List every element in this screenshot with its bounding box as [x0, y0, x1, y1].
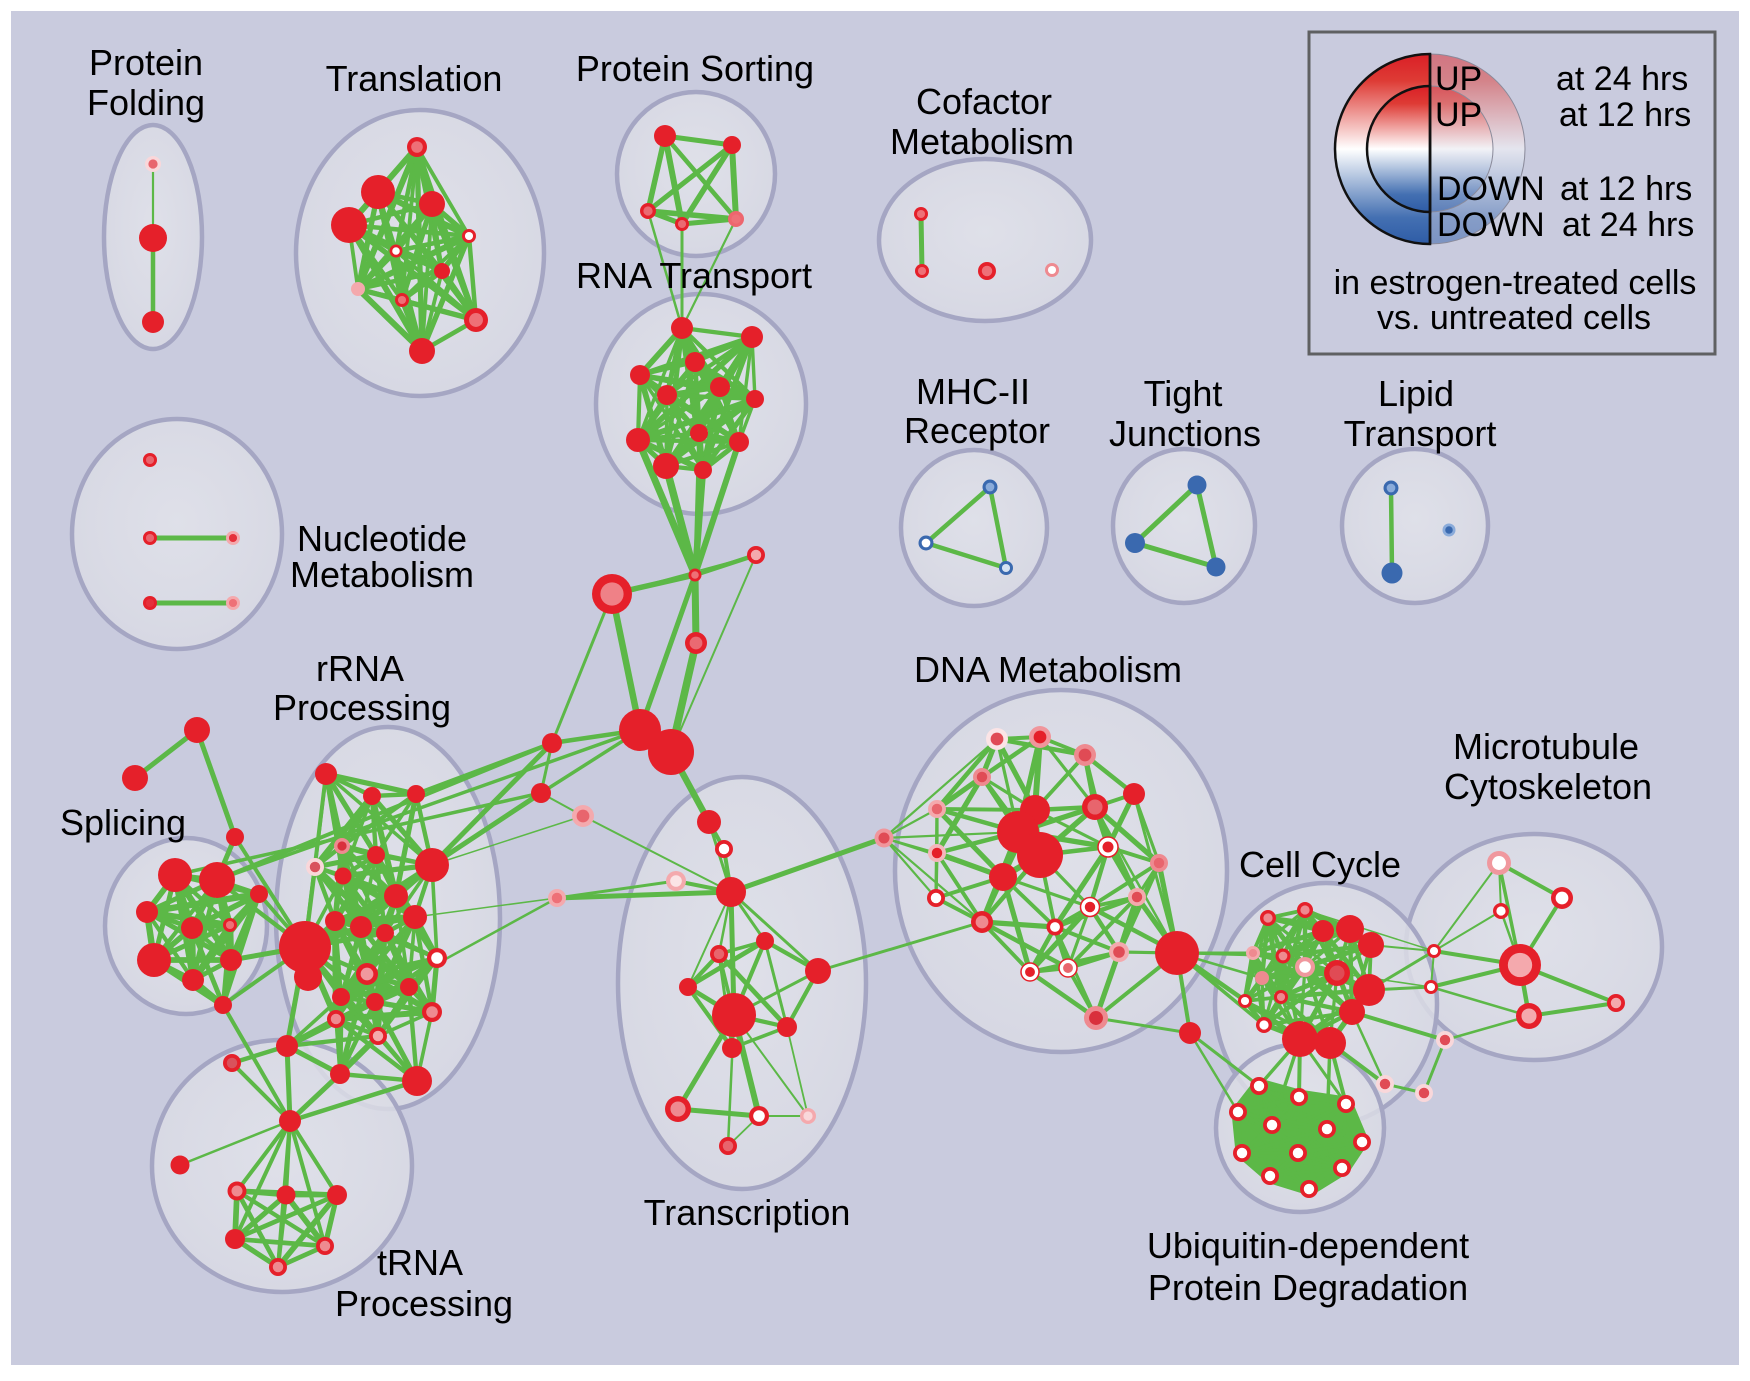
svg-text:at 24 hrs: at 24 hrs [1562, 206, 1694, 244]
svg-text:Ubiquitin-dependent: Ubiquitin-dependent [1147, 1225, 1469, 1266]
svg-text:rRNA: rRNA [316, 648, 404, 689]
svg-text:Protein: Protein [89, 42, 203, 83]
svg-text:vs. untreated cells: vs. untreated cells [1377, 299, 1651, 337]
svg-text:Translation: Translation [326, 58, 503, 99]
svg-text:Transcription: Transcription [644, 1192, 851, 1233]
svg-text:Processing: Processing [335, 1283, 513, 1324]
svg-text:Metabolism: Metabolism [290, 554, 474, 595]
svg-text:DOWN: DOWN [1437, 206, 1545, 244]
svg-text:Splicing: Splicing [60, 802, 186, 843]
svg-text:Folding: Folding [87, 82, 205, 123]
svg-text:Protein Degradation: Protein Degradation [1148, 1267, 1468, 1308]
svg-text:tRNA: tRNA [377, 1242, 463, 1283]
svg-text:Processing: Processing [273, 687, 451, 728]
svg-text:Nucleotide: Nucleotide [297, 518, 467, 559]
svg-text:DOWN: DOWN [1437, 170, 1545, 208]
svg-text:Tight: Tight [1144, 373, 1223, 414]
svg-text:at 24 hrs: at 24 hrs [1556, 60, 1688, 98]
svg-text:Cell Cycle: Cell Cycle [1239, 844, 1401, 885]
svg-text:RNA Transport: RNA Transport [576, 255, 812, 296]
svg-text:Protein Sorting: Protein Sorting [576, 48, 814, 89]
svg-text:UP: UP [1435, 96, 1482, 134]
svg-text:Microtubule: Microtubule [1453, 726, 1639, 767]
svg-text:Cytoskeleton: Cytoskeleton [1444, 766, 1652, 807]
svg-text:MHC-II: MHC-II [916, 371, 1030, 412]
svg-text:UP: UP [1435, 60, 1482, 98]
svg-text:Transport: Transport [1344, 413, 1497, 454]
svg-text:Lipid: Lipid [1378, 373, 1454, 414]
svg-text:Junctions: Junctions [1109, 413, 1261, 454]
svg-text:Metabolism: Metabolism [890, 121, 1074, 162]
svg-text:Cofactor: Cofactor [916, 81, 1052, 122]
svg-text:at 12 hrs: at 12 hrs [1559, 96, 1691, 134]
svg-text:DNA Metabolism: DNA Metabolism [914, 649, 1182, 690]
svg-text:at 12 hrs: at 12 hrs [1560, 170, 1692, 208]
svg-text:Receptor: Receptor [904, 410, 1050, 451]
svg-text:in estrogen-treated cells: in estrogen-treated cells [1334, 264, 1697, 302]
